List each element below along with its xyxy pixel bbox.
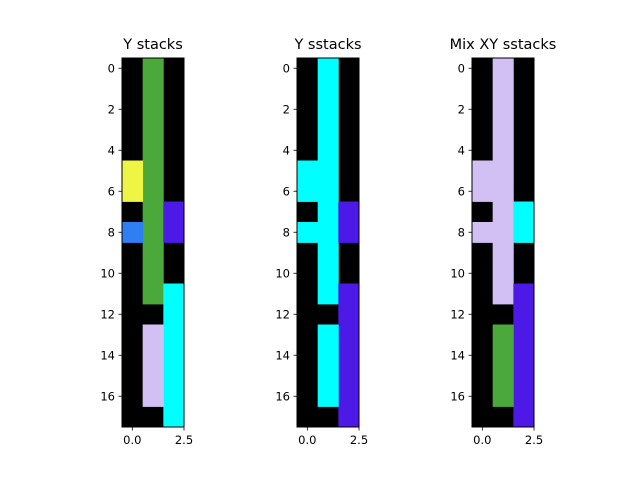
y-tick-label: 16 [275, 389, 290, 403]
heatmap-cell [493, 325, 514, 407]
heatmap-cell [318, 58, 339, 304]
y-tick-label: 14 [100, 348, 115, 362]
y-tick-label: 8 [283, 225, 290, 239]
y-tick-label: 2 [458, 102, 465, 116]
heatmap-cell [513, 284, 534, 428]
chart-title: Mix XY sstacks [450, 37, 557, 53]
heatmap-cell [513, 202, 534, 243]
heatmap-cell [143, 325, 164, 407]
x-tick-label: 0.0 [473, 433, 491, 447]
x-tick-label: 0.0 [123, 433, 141, 447]
y-tick-label: 4 [283, 143, 290, 157]
y-tick-label: 6 [458, 184, 465, 198]
y-tick-label: 2 [283, 102, 290, 116]
chart-title: Y stacks [122, 37, 183, 53]
y-tick-label: 8 [458, 225, 465, 239]
heatmap-cell [163, 284, 184, 428]
y-tick-label: 6 [108, 184, 115, 198]
chart-title: Y sstacks [293, 37, 361, 53]
y-tick-label: 4 [108, 143, 115, 157]
y-tick-label: 10 [450, 266, 465, 280]
heatmap-cell [318, 325, 339, 407]
y-tick-label: 14 [450, 348, 465, 362]
y-tick-label: 8 [108, 225, 115, 239]
y-tick-label: 0 [283, 61, 290, 75]
heatmap-cell [493, 58, 514, 304]
y-tick-label: 12 [275, 307, 290, 321]
x-tick-label: 2.5 [525, 433, 543, 447]
panel-mix-xy-sstacks: Mix XY sstacks 0 2 4 6 8 10 12 14 16 0.0 2.5 [450, 37, 557, 447]
panel-y-stacks: Y stacks 0 2 4 6 8 10 12 14 16 0.0 2.5 [100, 37, 193, 447]
y-tick-label: 10 [100, 266, 115, 280]
heatmap-cell [163, 202, 184, 243]
x-tick-label: 0.0 [298, 433, 316, 447]
y-tick-label: 6 [283, 184, 290, 198]
heatmap-cell [338, 284, 359, 428]
y-tick-label: 0 [458, 61, 465, 75]
panel-y-sstacks: Y sstacks 0 2 4 6 8 10 12 14 16 0.0 2.5 [275, 37, 368, 447]
x-tick-label: 2.5 [175, 433, 193, 447]
y-tick-label: 16 [450, 389, 465, 403]
y-tick-label: 4 [458, 143, 465, 157]
y-tick-label: 12 [100, 307, 115, 321]
y-tick-label: 2 [108, 102, 115, 116]
y-tick-label: 16 [100, 389, 115, 403]
heatmap-cell [338, 202, 359, 243]
heatmap-cell [122, 161, 143, 202]
heatmap-cell [472, 222, 493, 243]
y-tick-label: 10 [275, 266, 290, 280]
x-tick-label: 2.5 [350, 433, 368, 447]
heatmap-cell [472, 161, 493, 202]
y-tick-label: 12 [450, 307, 465, 321]
y-tick-label: 0 [108, 61, 115, 75]
heatmap-cell [143, 58, 164, 304]
heatmap-cell [297, 222, 318, 243]
heatmap-cell [122, 222, 143, 243]
heatmap-cell [297, 161, 318, 202]
y-tick-label: 14 [275, 348, 290, 362]
